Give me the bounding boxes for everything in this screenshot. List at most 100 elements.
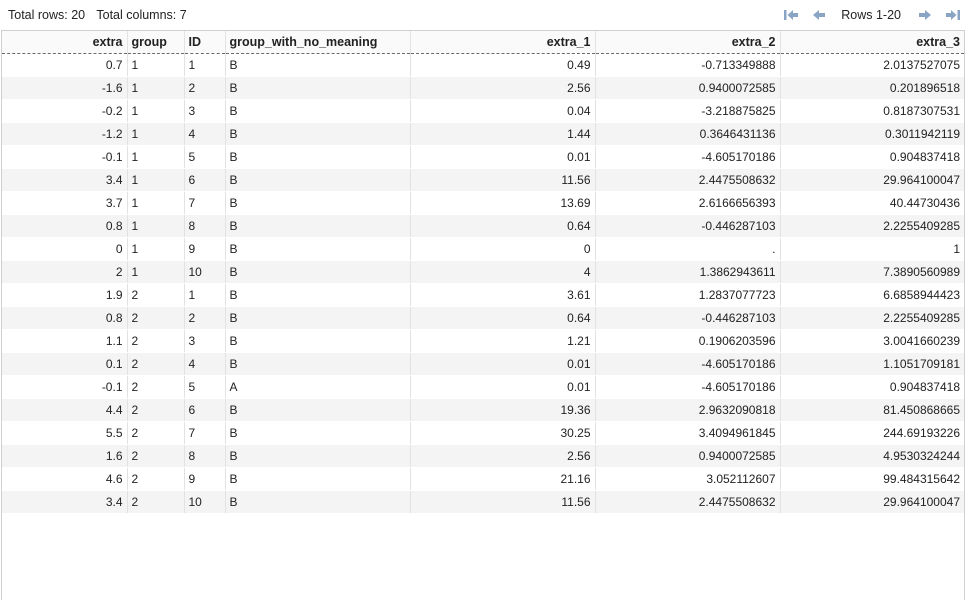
last-page-icon [946, 10, 960, 20]
cell-group: 2 [127, 306, 185, 330]
cell-extra-3: 29.964100047 [780, 168, 964, 192]
table-row[interactable]: -0.1 2 5 A 0.01 -4.605170186 0.904837418 [2, 375, 964, 399]
table-row[interactable]: 3.7 1 7 B 13.69 2.6166656393 40.44730436 [2, 191, 964, 215]
cell-extra-3: 1.1051709181 [780, 352, 964, 376]
table-row[interactable]: 1.6 2 8 B 2.56 0.9400072585 4.9530324244 [2, 444, 964, 468]
cell-id: 5 [184, 145, 226, 169]
column-header-extra-2[interactable]: extra_2 [595, 31, 781, 54]
table-row[interactable]: 2 1 10 B 4 1.3862943611 7.3890560989 [2, 260, 964, 284]
cell-group: 1 [127, 53, 185, 77]
table-row[interactable]: 5.5 2 7 B 30.25 3.4094961845 244.69193226 [2, 421, 964, 445]
column-header-extra-3[interactable]: extra_3 [780, 31, 964, 54]
cell-id: 6 [184, 168, 226, 192]
table-row[interactable]: 4.6 2 9 B 21.16 3.052112607 99.484315642 [2, 467, 964, 491]
cell-group: 2 [127, 467, 185, 491]
cell-extra-1: 0.64 [410, 214, 596, 238]
cell-id: 9 [184, 237, 226, 261]
cell-extra-1: 2.56 [410, 444, 596, 468]
cell-group: 2 [127, 352, 185, 376]
top-bar: Total rows: 20 Total columns: 7 Rows 1-2… [0, 0, 973, 30]
table-row[interactable]: 0.1 2 4 B 0.01 -4.605170186 1.1051709181 [2, 352, 964, 376]
data-table: extra group ID group_with_no_meaning ext… [2, 31, 964, 514]
cell-extra-3: 7.3890560989 [780, 260, 964, 284]
cell-extra-2: 1.3862943611 [595, 260, 781, 284]
cell-extra-3: 6.6858944423 [780, 283, 964, 307]
cell-group-with-no-meaning: B [225, 306, 411, 330]
cell-group-with-no-meaning: B [225, 168, 411, 192]
table-row[interactable]: -0.2 1 3 B 0.04 -3.218875825 0.8187307531 [2, 99, 964, 123]
data-grid[interactable]: extra group ID group_with_no_meaning ext… [1, 30, 965, 600]
cell-group-with-no-meaning: B [225, 191, 411, 215]
cell-id: 1 [184, 283, 226, 307]
cell-extra-2: 0.9400072585 [595, 76, 781, 100]
cell-extra-3: 99.484315642 [780, 467, 964, 491]
table-row[interactable]: 1.9 2 1 B 3.61 1.2837077723 6.6858944423 [2, 283, 964, 307]
cell-id: 3 [184, 99, 226, 123]
cell-group-with-no-meaning: B [225, 283, 411, 307]
table-row[interactable]: 0.7 1 1 B 0.49 -0.713349888 2.0137527075 [2, 53, 964, 77]
cell-group-with-no-meaning: B [225, 260, 411, 284]
cell-extra-1: 4 [410, 260, 596, 284]
prev-page-icon [813, 10, 826, 20]
cell-group: 1 [127, 260, 185, 284]
cell-extra: 2 [2, 260, 128, 284]
cell-id: 4 [184, 122, 226, 146]
cell-extra-2: 1.2837077723 [595, 283, 781, 307]
column-header-extra[interactable]: extra [2, 31, 128, 54]
cell-extra-1: 0 [410, 237, 596, 261]
table-row[interactable]: -1.2 1 4 B 1.44 0.3646431136 0.3011942119 [2, 122, 964, 146]
next-page-button[interactable] [911, 5, 939, 25]
cell-id: 7 [184, 421, 226, 445]
cell-extra-1: 21.16 [410, 467, 596, 491]
cell-extra-3: 0.201896518 [780, 76, 964, 100]
cell-extra-3: 29.964100047 [780, 490, 964, 514]
cell-group: 2 [127, 329, 185, 353]
table-row[interactable]: -0.1 1 5 B 0.01 -4.605170186 0.904837418 [2, 145, 964, 169]
cell-extra: 0.8 [2, 306, 128, 330]
cell-extra-2: 0.1906203596 [595, 329, 781, 353]
column-header-id[interactable]: ID [184, 31, 226, 54]
cell-group-with-no-meaning: B [225, 352, 411, 376]
column-header-group-with-no-meaning[interactable]: group_with_no_meaning [225, 31, 411, 54]
cell-extra: 3.7 [2, 191, 128, 215]
total-rows-text: Total rows: 20 [8, 8, 86, 22]
total-columns-text: Total columns: 7 [96, 8, 187, 22]
prev-page-button[interactable] [805, 5, 833, 25]
cell-group: 2 [127, 444, 185, 468]
cell-extra: -0.1 [2, 375, 128, 399]
cell-id: 8 [184, 444, 226, 468]
cell-extra: 0 [2, 237, 128, 261]
table-row[interactable]: 3.4 1 6 B 11.56 2.4475508632 29.964100047 [2, 168, 964, 192]
cell-extra: 3.4 [2, 490, 128, 514]
cell-extra-2: 2.4475508632 [595, 168, 781, 192]
cell-group: 1 [127, 214, 185, 238]
table-row[interactable]: 4.4 2 6 B 19.36 2.9632090818 81.450868665 [2, 398, 964, 422]
cell-extra-3: 40.44730436 [780, 191, 964, 215]
cell-extra-3: 2.2255409285 [780, 214, 964, 238]
cell-extra-1: 19.36 [410, 398, 596, 422]
table-row[interactable]: 0.8 1 8 B 0.64 -0.446287103 2.2255409285 [2, 214, 964, 238]
cell-group-with-no-meaning: B [225, 53, 411, 77]
table-row[interactable]: 3.4 2 10 B 11.56 2.4475508632 29.964100047 [2, 490, 964, 514]
cell-id: 4 [184, 352, 226, 376]
table-row[interactable]: -1.6 1 2 B 2.56 0.9400072585 0.201896518 [2, 76, 964, 100]
cell-extra: 0.1 [2, 352, 128, 376]
cell-extra-1: 0.04 [410, 99, 596, 123]
cell-extra-1: 0.01 [410, 375, 596, 399]
cell-extra-2: -0.446287103 [595, 306, 781, 330]
column-header-group[interactable]: group [127, 31, 185, 54]
header-row: extra group ID group_with_no_meaning ext… [2, 31, 964, 54]
cell-id: 1 [184, 53, 226, 77]
last-page-button[interactable] [939, 5, 967, 25]
table-row[interactable]: 0.8 2 2 B 0.64 -0.446287103 2.2255409285 [2, 306, 964, 330]
table-row[interactable]: 1.1 2 3 B 1.21 0.1906203596 3.0041660239 [2, 329, 964, 353]
cell-extra: 0.7 [2, 53, 128, 77]
cell-extra-3: 244.69193226 [780, 421, 964, 445]
cell-extra: 0.8 [2, 214, 128, 238]
cell-extra-2: 0.9400072585 [595, 444, 781, 468]
cell-group-with-no-meaning: B [225, 237, 411, 261]
first-page-button[interactable] [777, 5, 805, 25]
cell-group: 1 [127, 191, 185, 215]
column-header-extra-1[interactable]: extra_1 [410, 31, 596, 54]
